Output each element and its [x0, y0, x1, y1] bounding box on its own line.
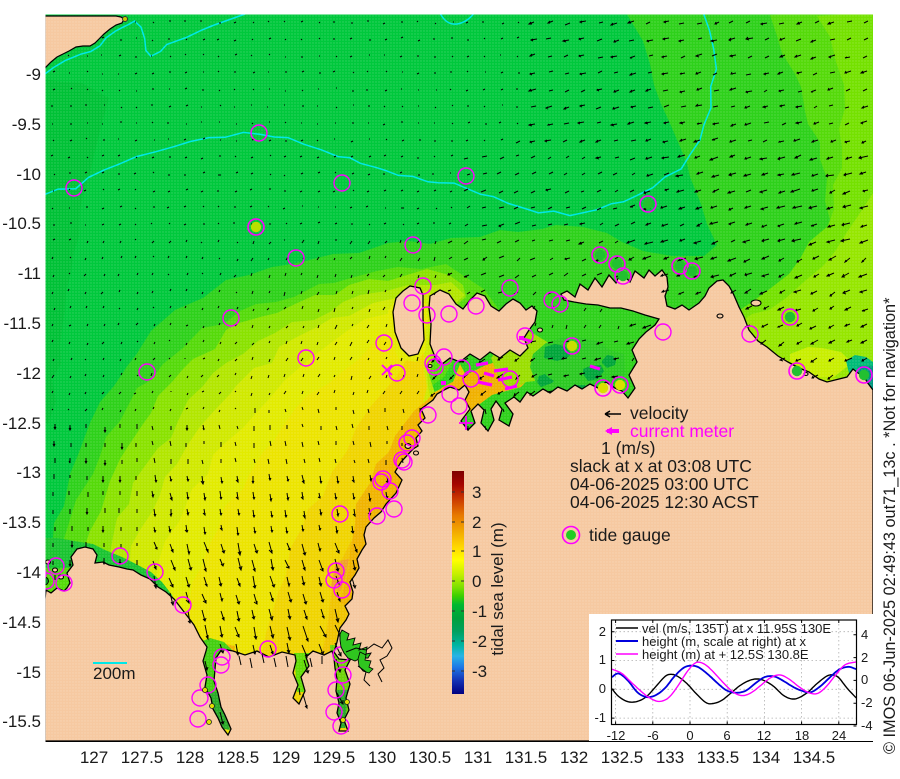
svg-text:130.5: 130.5 — [409, 748, 452, 767]
svg-text:134: 134 — [752, 748, 780, 767]
svg-text:-2: -2 — [472, 632, 487, 651]
svg-text:200m: 200m — [93, 664, 136, 683]
svg-text:127.5: 127.5 — [121, 748, 164, 767]
svg-text:1: 1 — [599, 652, 606, 667]
svg-text:vel (m/s, 135T) at x 11.95S 13: vel (m/s, 135T) at x 11.95S 130E — [642, 621, 831, 636]
svg-text:-15: -15 — [16, 663, 41, 682]
svg-text:-4: -4 — [861, 718, 873, 733]
svg-text:1: 1 — [472, 542, 481, 561]
svg-text:-6: -6 — [647, 728, 659, 743]
svg-text:04-06-2025 03:00 UTC: 04-06-2025 03:00 UTC — [570, 474, 749, 494]
svg-text:3: 3 — [472, 483, 481, 502]
svg-text:-9.5: -9.5 — [12, 115, 41, 134]
svg-text:18: 18 — [795, 728, 809, 743]
svg-text:133.5: 133.5 — [697, 748, 740, 767]
svg-text:6: 6 — [723, 728, 730, 743]
svg-text:-1: -1 — [594, 710, 606, 725]
svg-text:1 (m/s): 1 (m/s) — [601, 438, 655, 458]
svg-text:-14: -14 — [16, 563, 41, 582]
svg-text:128.5: 128.5 — [217, 748, 260, 767]
svg-text:tidal sea level (m): tidal sea level (m) — [488, 522, 507, 655]
svg-text:-13.5: -13.5 — [2, 513, 41, 532]
svg-text:height (m) at + 12.5S 130.8E: height (m) at + 12.5S 130.8E — [642, 647, 809, 662]
svg-text:129: 129 — [272, 748, 300, 767]
svg-text:height (m, scale at right) at: height (m, scale at right) at x — [642, 634, 807, 649]
svg-text:131.5: 131.5 — [505, 748, 548, 767]
svg-text:0: 0 — [861, 672, 868, 687]
svg-text:© IMOS 06-Jun-2025 02:49:43 ou: © IMOS 06-Jun-2025 02:49:43 out71_13c . … — [881, 297, 899, 754]
svg-text:velocity: velocity — [630, 403, 689, 423]
svg-text:-10: -10 — [16, 165, 41, 184]
svg-text:-12: -12 — [16, 364, 41, 383]
svg-text:-11.5: -11.5 — [4, 314, 42, 333]
svg-text:2: 2 — [599, 624, 606, 639]
svg-text:-12: -12 — [607, 728, 626, 743]
svg-text:-2: -2 — [861, 695, 873, 710]
svg-text:-9: -9 — [26, 65, 41, 84]
svg-text:132: 132 — [560, 748, 588, 767]
svg-text:127: 127 — [80, 748, 108, 767]
svg-text:131: 131 — [464, 748, 492, 767]
svg-text:12: 12 — [757, 728, 771, 743]
svg-text:-13: -13 — [16, 463, 41, 482]
svg-text:-15.5: -15.5 — [2, 712, 41, 731]
svg-text:132.5: 132.5 — [601, 748, 644, 767]
svg-text:130: 130 — [368, 748, 396, 767]
svg-text:134.5: 134.5 — [793, 748, 836, 767]
svg-text:-10.5: -10.5 — [2, 214, 41, 233]
svg-text:2: 2 — [861, 650, 868, 665]
svg-text:2: 2 — [472, 513, 481, 532]
svg-text:tide gauge: tide gauge — [589, 525, 671, 545]
svg-text:4: 4 — [861, 627, 868, 642]
svg-text:128: 128 — [176, 748, 204, 767]
svg-text:0: 0 — [686, 728, 693, 743]
svg-text:129.5: 129.5 — [313, 748, 356, 767]
svg-text:0: 0 — [599, 681, 606, 696]
svg-text:-3: -3 — [472, 662, 487, 681]
svg-text:-11: -11 — [18, 264, 41, 283]
svg-text:slack at x at 03:08 UTC: slack at x at 03:08 UTC — [570, 456, 752, 476]
svg-text:133: 133 — [656, 748, 684, 767]
svg-text:-1: -1 — [472, 602, 487, 621]
svg-text:0: 0 — [472, 572, 481, 591]
svg-text:current meter: current meter — [630, 421, 734, 441]
svg-text:24: 24 — [832, 728, 846, 743]
svg-text:-14.5: -14.5 — [2, 613, 41, 632]
svg-text:04-06-2025 12:30 ACST: 04-06-2025 12:30 ACST — [570, 492, 759, 512]
svg-text:-12.5: -12.5 — [2, 414, 41, 433]
